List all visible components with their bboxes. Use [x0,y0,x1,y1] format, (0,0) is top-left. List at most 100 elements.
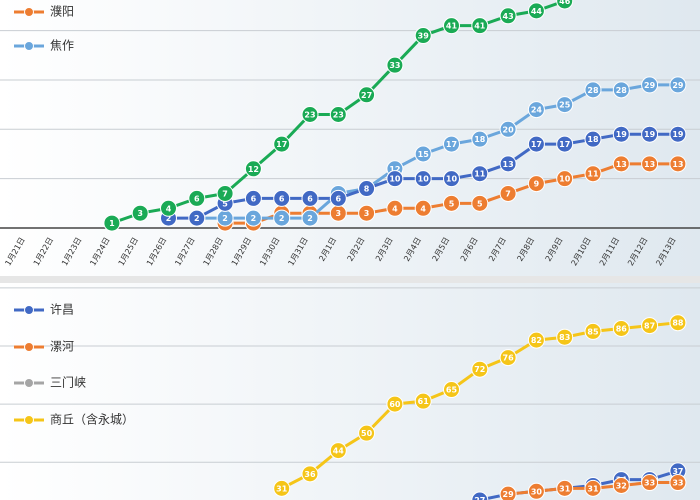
data-label: 3 [137,209,143,218]
data-label: 20 [503,125,515,134]
data-point [584,81,602,99]
data-label: 24 [531,106,543,115]
data-label: 10 [559,175,571,184]
data-point [527,482,545,500]
data-label: 6 [307,194,313,203]
data-point [669,76,687,94]
data-point [556,479,574,497]
data-label: 29 [644,81,656,90]
data-point [329,189,347,207]
data-label: 46 [559,0,571,6]
data-label: 19 [616,130,628,139]
data-point [329,442,347,460]
data-point [244,209,262,227]
data-point [273,135,291,153]
data-label: 44 [333,447,345,456]
data-point [471,130,489,148]
data-label: 60 [389,400,401,409]
data-label: 6 [194,194,200,203]
data-point [188,209,206,227]
data-point [244,160,262,178]
data-point [386,170,404,188]
data-point [471,491,489,500]
data-label: 6 [336,194,342,203]
data-point [358,204,376,222]
data-point [556,135,574,153]
data-label: 25 [559,101,571,110]
data-label: 15 [418,150,430,159]
separator [0,276,700,283]
data-label: 72 [474,365,485,374]
data-point [527,331,545,349]
data-label: 17 [276,140,287,149]
data-point [443,17,460,35]
data-label: 18 [474,135,486,144]
data-point [669,125,687,143]
data-label: 86 [616,325,628,334]
data-label: 3 [336,209,342,218]
data-point [301,106,319,123]
data-label: 6 [251,194,257,203]
data-point [443,170,460,188]
data-label: 23 [304,111,315,120]
data-point [103,214,121,232]
data-label: 13 [644,160,655,169]
data-label: 2 [307,214,313,223]
data-point [358,180,376,198]
legend-label: 商丘（含永城） [50,412,134,427]
data-point [358,86,376,104]
data-label: 19 [672,130,684,139]
data-label: 5 [222,199,228,208]
data-label: 39 [418,32,430,41]
data-point [556,328,574,346]
data-label: 5 [449,199,455,208]
data-label: 17 [446,140,457,149]
data-point [301,465,319,483]
data-label: 2 [222,214,228,223]
data-point [386,199,404,217]
data-label: 65 [446,386,458,395]
data-label: 41 [446,22,458,31]
data-label: 87 [644,322,655,331]
data-label: 33 [672,479,683,488]
data-label: 6 [279,194,285,203]
data-label: 12 [248,165,259,174]
data-point [584,165,602,183]
data-label: 4 [392,204,398,213]
data-label: 43 [503,12,514,21]
data-label: 2 [194,214,200,223]
data-label: 2 [166,214,172,223]
legend-label: 许昌 [50,303,74,317]
data-label: 28 [616,86,628,95]
data-point [584,322,602,340]
data-point [471,194,489,212]
data-label: 29 [503,490,515,499]
legend-marker [24,7,34,17]
data-point [386,395,404,413]
data-point [499,155,517,173]
data-point [358,424,376,442]
data-point [641,76,659,94]
data-point [612,320,630,338]
legend-label: 焦作 [50,39,74,53]
data-point [188,189,206,207]
data-point [471,17,489,35]
data-point [414,145,432,163]
legend-marker [24,378,34,388]
data-point [556,170,574,188]
data-point [301,189,319,207]
data-point [556,96,574,114]
data-label: 10 [446,175,458,184]
data-point [527,2,545,20]
data-label: 18 [587,135,599,144]
data-point [669,155,687,173]
data-label: 83 [559,333,570,342]
data-point [244,189,262,207]
data-point [556,0,574,10]
data-point [216,184,234,202]
data-point [499,7,517,25]
data-point [471,360,489,378]
data-label: 5 [477,199,483,208]
data-point [414,27,432,45]
